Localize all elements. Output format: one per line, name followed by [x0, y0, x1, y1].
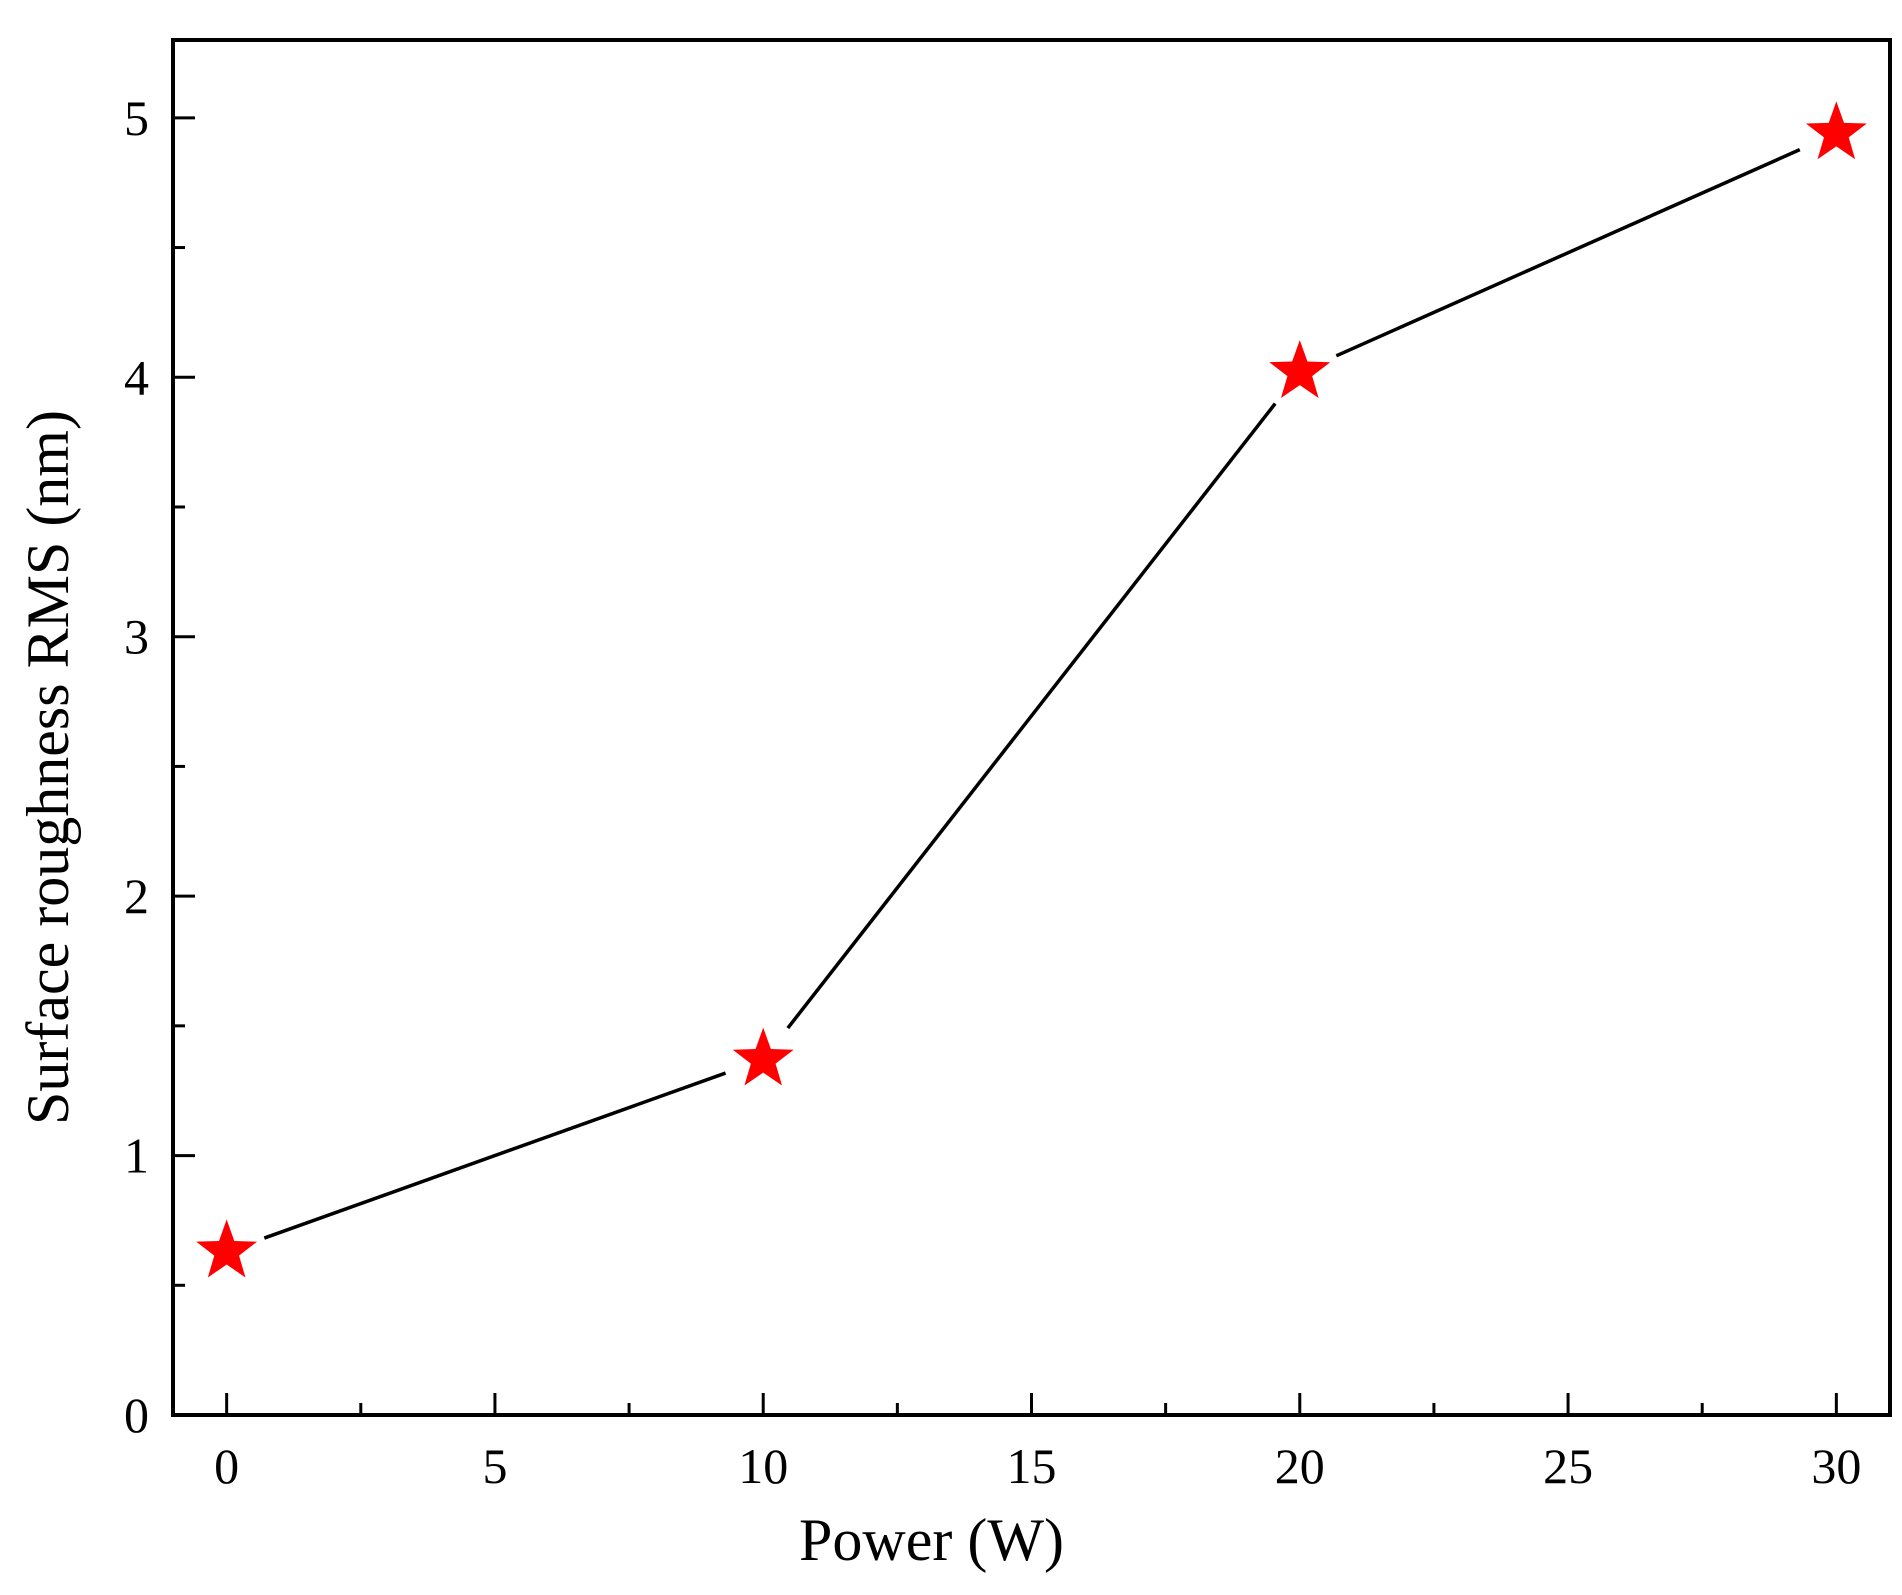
x-tick-label: 0 [214, 1438, 239, 1494]
data-point-star [1805, 101, 1867, 160]
data-point-star [196, 1219, 258, 1278]
series-line-segment [1335, 148, 1801, 358]
x-tick-label: 25 [1543, 1438, 1593, 1494]
y-tick-label: 2 [124, 868, 149, 924]
x-tick-label: 5 [482, 1438, 507, 1494]
data-point-star [1269, 340, 1331, 398]
plot-frame [171, 38, 1892, 1417]
x-tick-label: 30 [1811, 1438, 1861, 1494]
y-axis-title: Surface roughness RMS (nm) [15, 410, 81, 1125]
labels-layer: Power (W) Surface roughness RMS (nm) 0 5 1… [15, 90, 1861, 1573]
y-tick-label: 5 [124, 90, 149, 146]
series-markers-layer [196, 101, 1867, 1278]
axes-layer [171, 38, 1892, 1417]
series-line-segment [786, 402, 1277, 1030]
x-axis-title: Power (W) [799, 1507, 1064, 1573]
x-tick-label: 10 [738, 1438, 788, 1494]
y-tick-label: 1 [124, 1128, 149, 1184]
data-point-star [732, 1027, 794, 1086]
x-tick-label: 20 [1275, 1438, 1325, 1494]
y-tick-label: 3 [124, 609, 149, 665]
series-line-segment [263, 1071, 727, 1240]
y-tick-label: 0 [124, 1387, 149, 1443]
series-lines-layer [263, 148, 1801, 1240]
x-tick-label: 15 [1007, 1438, 1057, 1494]
y-tick-label: 4 [124, 349, 149, 405]
